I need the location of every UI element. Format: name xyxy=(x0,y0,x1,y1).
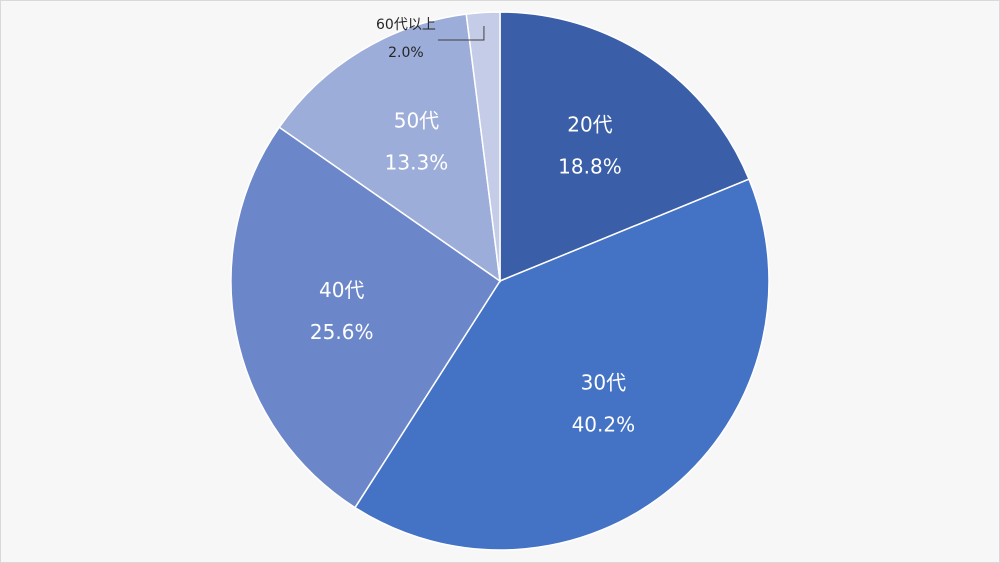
slice-category-label: 60代以上 xyxy=(376,17,436,33)
slice-value-label: 40.2% xyxy=(572,412,636,436)
pie-slice xyxy=(230,126,502,509)
pie: 20代 18.8% 30代 40.2% 40代 25.6% 50代 13.3% 60代以上 2.0… xyxy=(230,11,770,551)
slice-value-label: 18.8% xyxy=(558,154,622,178)
slice-value-label: 13.3% xyxy=(385,150,449,174)
slice-value-label: 2.0% xyxy=(388,45,424,61)
pie-slice xyxy=(278,13,501,283)
pie-slice xyxy=(465,11,501,282)
slice-value-label: 25.6% xyxy=(310,320,374,344)
slice-category-label: 40代 xyxy=(319,278,364,302)
leader-line xyxy=(437,25,485,41)
slice-category-label: 30代 xyxy=(581,370,626,394)
pie-slice xyxy=(353,178,770,551)
pie-slice xyxy=(499,11,750,283)
slice-category-label: 20代 xyxy=(567,112,612,136)
slice-category-label: 50代 xyxy=(394,108,439,132)
